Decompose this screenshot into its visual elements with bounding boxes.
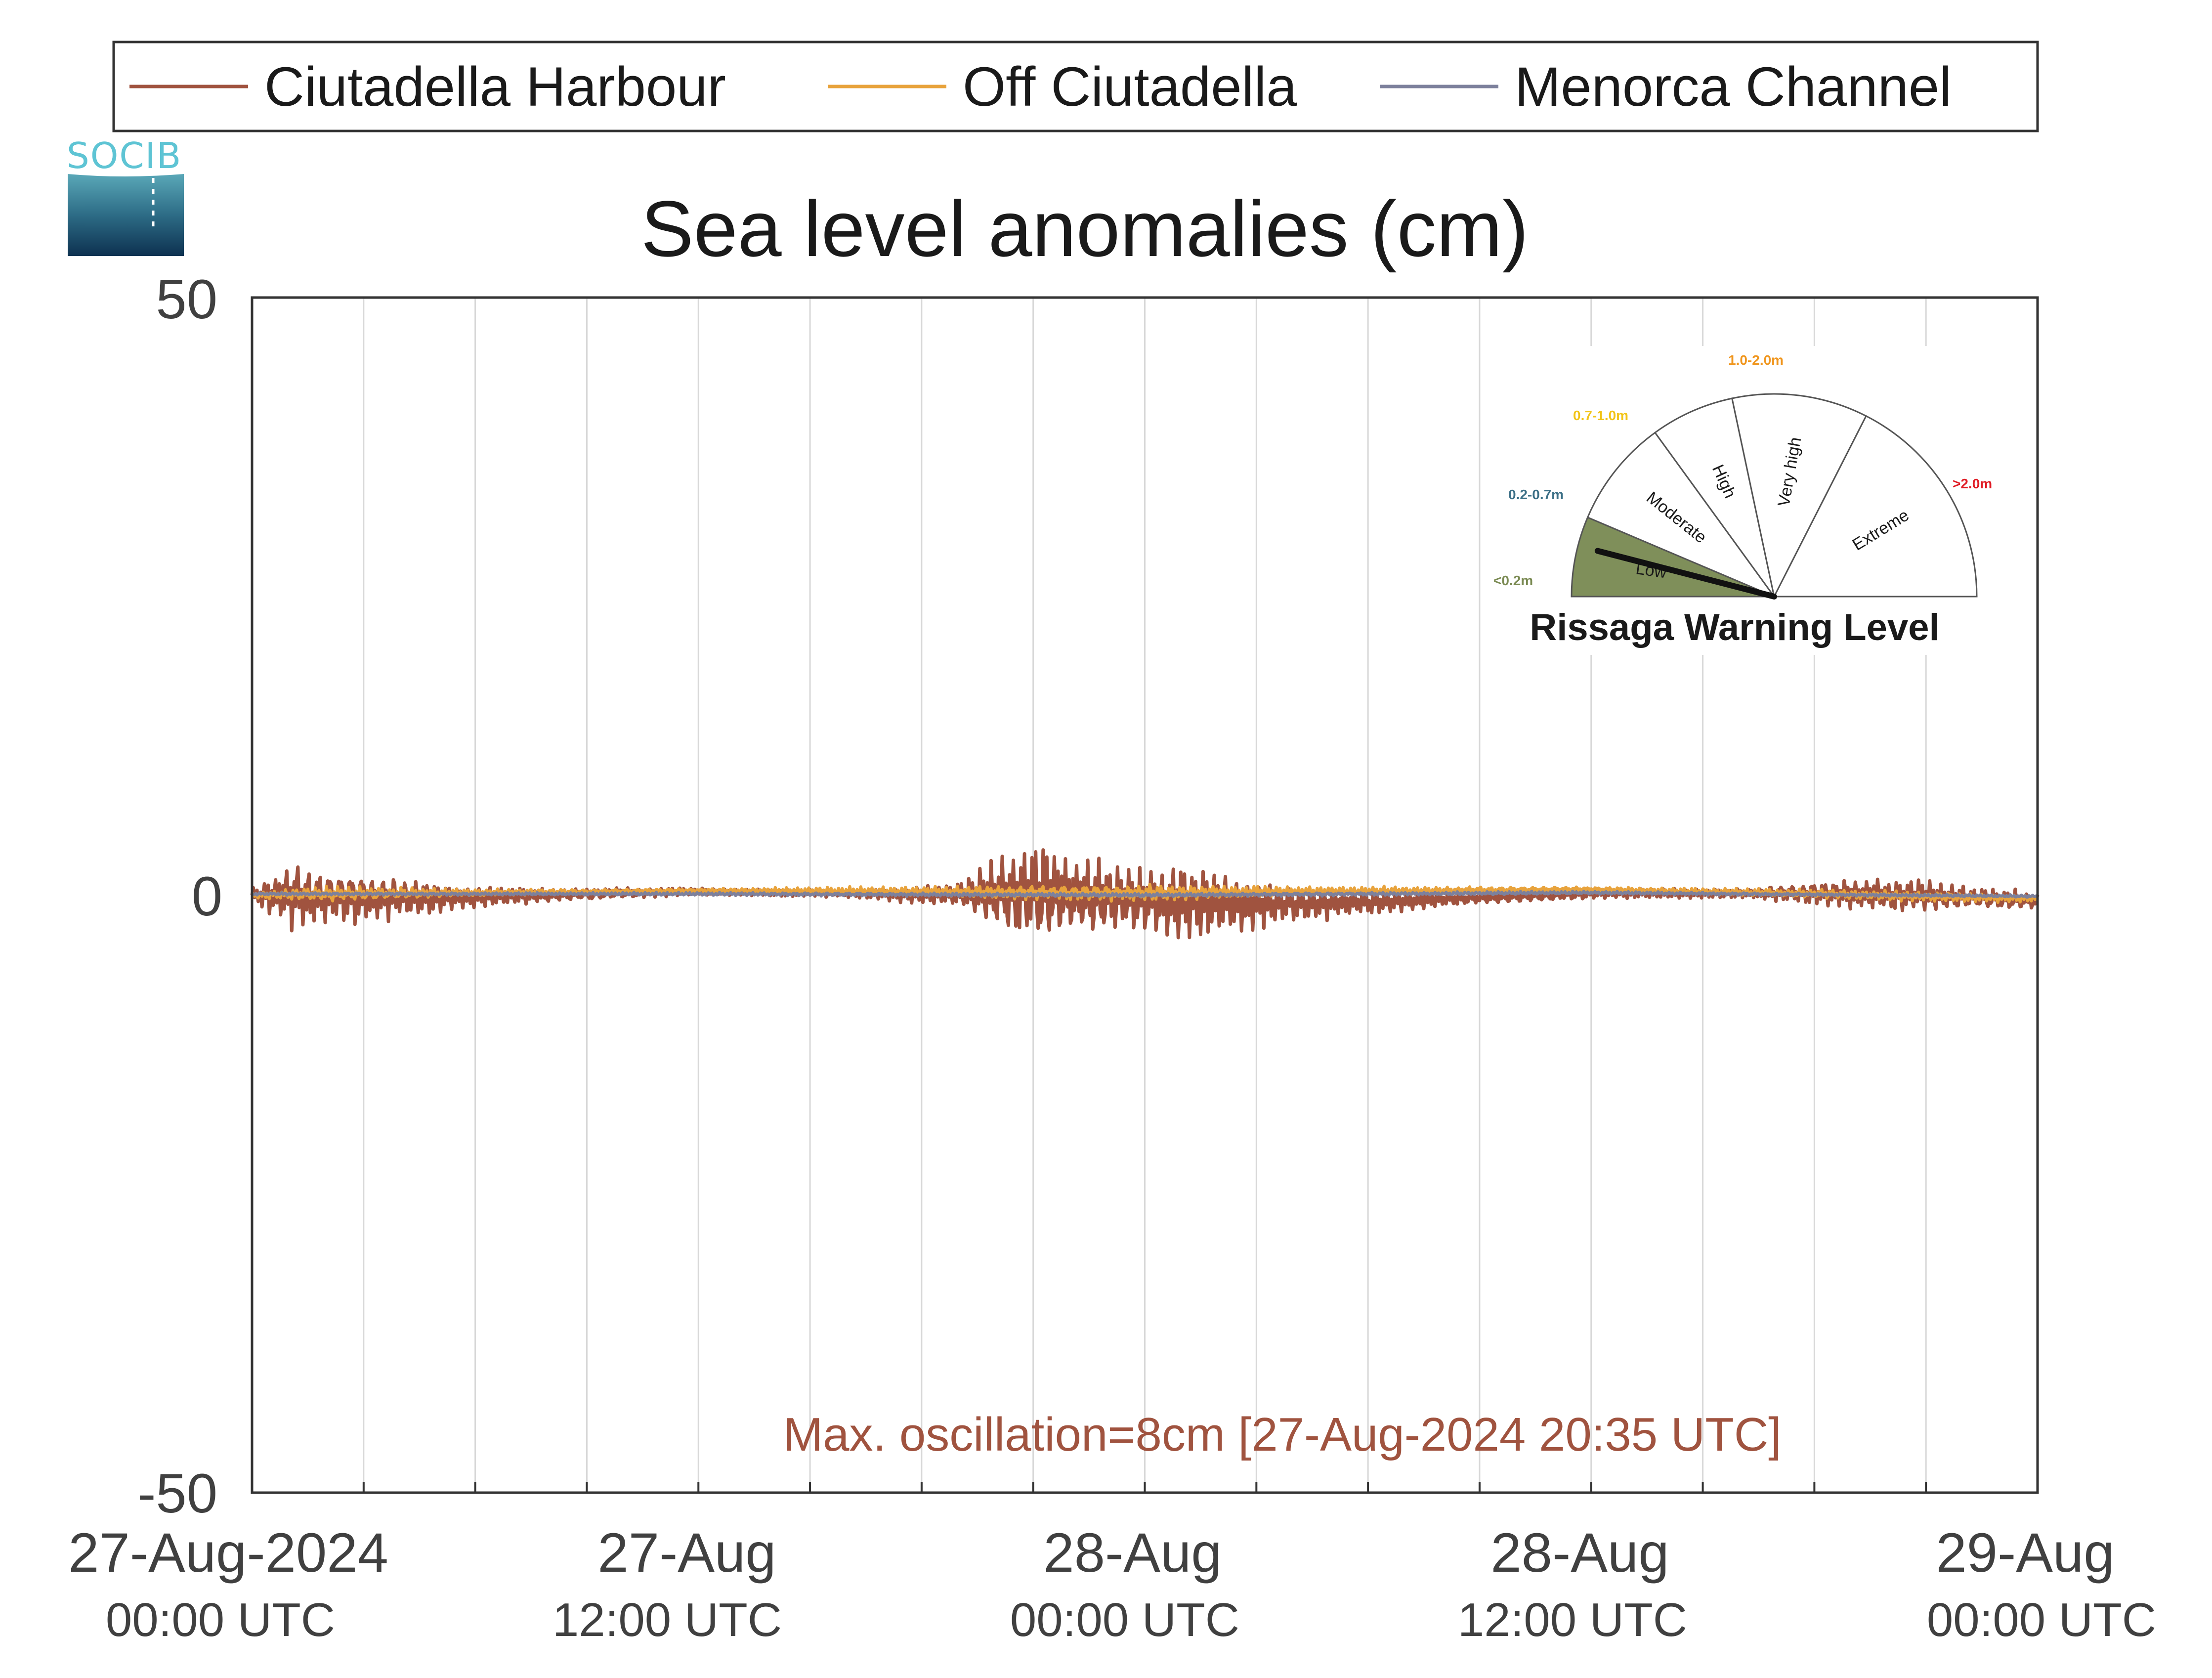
legend: Ciutadella Harbour Off Ciutadella Menorc… bbox=[112, 41, 2039, 132]
xtick-label-5: 29-Aug bbox=[1936, 1522, 2114, 1584]
xtick-sublabel-2: 12:00 UTC bbox=[553, 1593, 782, 1646]
legend-box bbox=[112, 41, 2039, 132]
logo-wave-icon bbox=[68, 174, 184, 256]
gauge-segment-extreme bbox=[1773, 415, 1978, 598]
ytick-label-0: 0 bbox=[192, 865, 222, 927]
xtick-sublabel-5: 00:00 UTC bbox=[1927, 1593, 2156, 1646]
xtick-label-1: 27-Aug-2024 bbox=[68, 1522, 388, 1584]
ytick-label-50: 50 bbox=[156, 268, 217, 330]
series-layer bbox=[250, 848, 2040, 940]
gauge-range-extreme: >2.0m bbox=[1953, 476, 1992, 491]
xtick-sublabel-3: 00:00 UTC bbox=[1010, 1593, 1239, 1646]
gauge-range-very-high: 1.0-2.0m bbox=[1728, 352, 1784, 368]
legend-label-menorca-channel: Menorca Channel bbox=[1515, 56, 1952, 118]
gauge-range-moderate: 0.2-0.7m bbox=[1508, 487, 1564, 502]
xtick-sublabel-4: 12:00 UTC bbox=[1458, 1593, 1687, 1646]
chart-title: Sea level anomalies (cm) bbox=[641, 184, 1529, 273]
legend-label-off-ciutadella: Off Ciutadella bbox=[963, 56, 1297, 118]
gauge-segment-very-high bbox=[1731, 393, 1868, 599]
xtick-label-3: 28-Aug bbox=[1043, 1522, 1222, 1584]
logo-text: SOCIB bbox=[67, 135, 182, 176]
gauge-needle bbox=[1594, 548, 1777, 600]
ytick-label-minus-50: -50 bbox=[137, 1463, 217, 1524]
xtick-sublabel-1: 00:00 UTC bbox=[106, 1593, 335, 1646]
gauge-range-high: 0.7-1.0m bbox=[1573, 408, 1628, 423]
gauge-title: Rissaga Warning Level bbox=[1530, 606, 1939, 648]
gauge-segment-low bbox=[1571, 516, 1775, 598]
series-line-off-ciutadella bbox=[251, 883, 2039, 904]
gauge-segment-moderate bbox=[1586, 431, 1777, 599]
xtick-label-2: 27-Aug bbox=[597, 1522, 776, 1584]
xtick-label-4: 28-Aug bbox=[1490, 1522, 1669, 1584]
max-oscillation-annotation: Max. oscillation=8cm [27-Aug-2024 20:35 … bbox=[783, 1408, 1782, 1461]
legend-label-ciutadella-harbour: Ciutadella Harbour bbox=[264, 56, 726, 118]
gauge-range-low: <0.2m bbox=[1493, 573, 1533, 588]
plot-frame bbox=[251, 296, 2039, 1494]
gauge-segment-high bbox=[1654, 397, 1775, 597]
series-line-menorca-channel bbox=[251, 890, 2039, 899]
socib-logo: SOCIB bbox=[67, 135, 184, 256]
